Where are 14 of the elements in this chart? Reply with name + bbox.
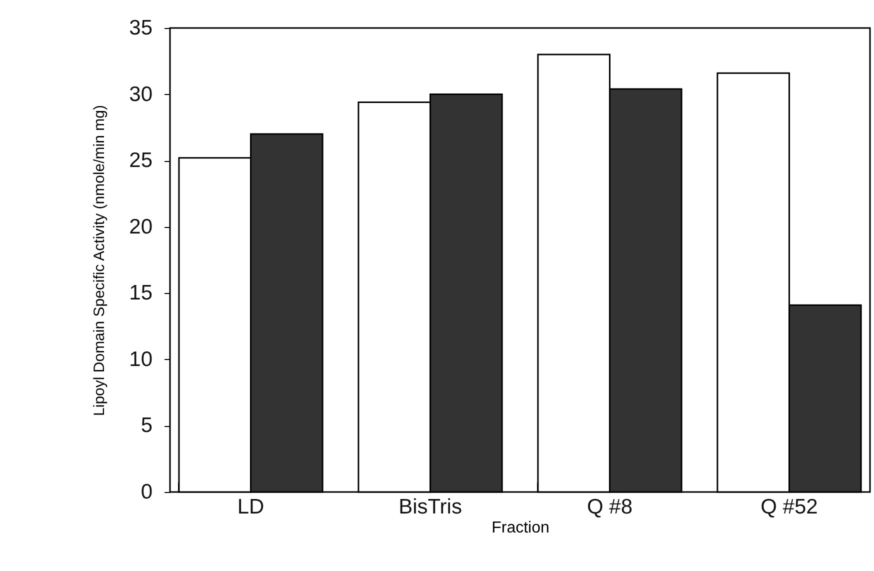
- y-tick-label: 5: [140, 414, 152, 438]
- y-tick-label: 0: [140, 480, 152, 504]
- y-tick-label: 10: [129, 348, 152, 371]
- y-axis-title: Lipoyl Domain Specific Activity (nmole/min mg): [91, 105, 108, 416]
- x-tick-label: LD: [237, 496, 264, 518]
- x-tick-label: BisTris: [398, 496, 462, 518]
- x-tick-label: Q #8: [586, 496, 633, 518]
- x-axis-title: Fraction: [492, 520, 550, 536]
- y-tick-label: 35: [129, 16, 152, 40]
- y-tick-label: 15: [129, 282, 152, 305]
- y-tick-label: 30: [129, 82, 152, 106]
- y-tick-label: 20: [129, 215, 152, 238]
- y-tick-label: 25: [129, 149, 152, 172]
- x-tick-label: Q #52: [760, 496, 818, 518]
